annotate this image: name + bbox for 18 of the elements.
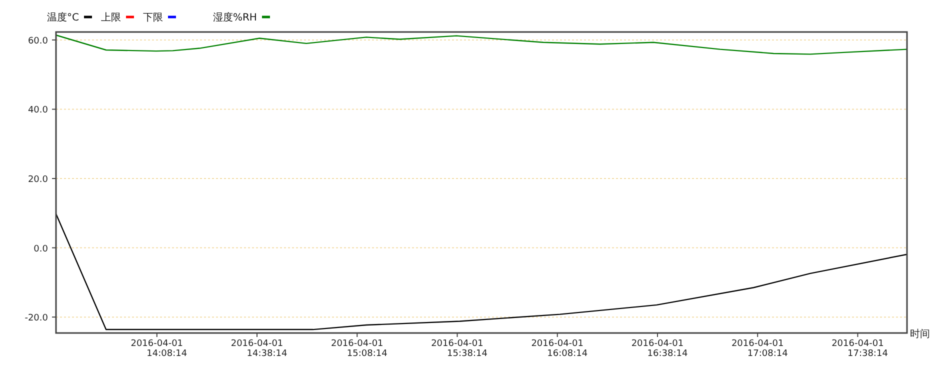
legend-label: 湿度%RH [212, 12, 257, 24]
x-tick-label: 2016-04-01 16:38:14 [631, 339, 688, 359]
x-tick-label: 2016-04-01 15:08:14 [330, 339, 388, 359]
x-tick-label: 2016-04-01 16:08:14 [531, 339, 588, 359]
y-tick-label: 40.0 [28, 106, 48, 116]
legend-label: 温度°C [47, 12, 79, 24]
x-axis-title: 时间 [910, 328, 930, 340]
y-tick-label: -20.0 [24, 314, 48, 324]
x-tick-label: 2016-04-01 17:08:14 [731, 339, 788, 359]
y-tick-label: 0.0 [34, 244, 48, 254]
x-tick-label: 2016-04-01 14:08:14 [130, 339, 188, 359]
x-tick-label: 2016-04-01 15:38:14 [431, 339, 488, 359]
y-tick-label: 60.0 [28, 36, 48, 46]
x-tick-label: 2016-04-01 14:38:14 [230, 339, 288, 359]
legend-label: 下限 [142, 12, 163, 24]
y-tick-label: 20.0 [28, 175, 48, 186]
legend-label: 上限 [100, 12, 121, 24]
x-tick-label: 2016-04-01 17:38:14 [832, 339, 888, 359]
